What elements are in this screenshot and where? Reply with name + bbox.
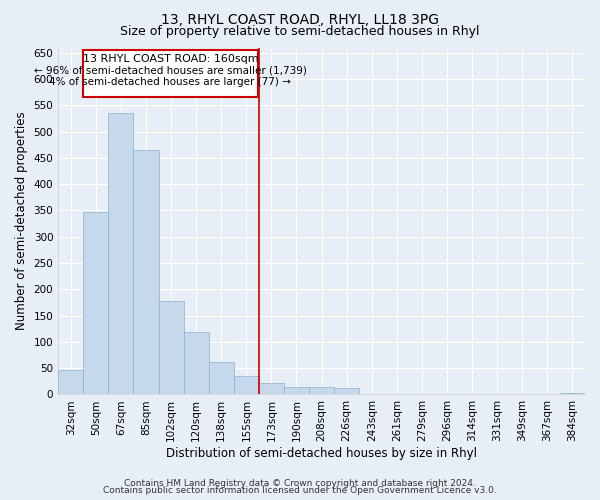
Bar: [158, 301, 184, 394]
Bar: [58, 370, 83, 394]
FancyBboxPatch shape: [83, 50, 257, 98]
Text: 13, RHYL COAST ROAD, RHYL, LL18 3PG: 13, RHYL COAST ROAD, RHYL, LL18 3PG: [161, 12, 439, 26]
Bar: [209, 362, 234, 394]
Y-axis label: Number of semi-detached properties: Number of semi-detached properties: [15, 112, 28, 330]
Bar: [133, 150, 158, 394]
Bar: [109, 113, 133, 394]
Text: 13 RHYL COAST ROAD: 160sqm: 13 RHYL COAST ROAD: 160sqm: [83, 54, 258, 64]
X-axis label: Distribution of semi-detached houses by size in Rhyl: Distribution of semi-detached houses by …: [166, 447, 477, 460]
Bar: [284, 386, 309, 394]
Bar: [259, 383, 284, 394]
Bar: [560, 393, 585, 394]
Bar: [309, 387, 334, 394]
Bar: [234, 376, 259, 394]
Text: 4% of semi-detached houses are larger (77) →: 4% of semi-detached houses are larger (7…: [49, 78, 292, 88]
Text: ← 96% of semi-detached houses are smaller (1,739): ← 96% of semi-detached houses are smalle…: [34, 66, 307, 76]
Text: Contains public sector information licensed under the Open Government Licence v3: Contains public sector information licen…: [103, 486, 497, 495]
Bar: [184, 332, 209, 394]
Text: Size of property relative to semi-detached houses in Rhyl: Size of property relative to semi-detach…: [120, 25, 480, 38]
Text: Contains HM Land Registry data © Crown copyright and database right 2024.: Contains HM Land Registry data © Crown c…: [124, 478, 476, 488]
Bar: [83, 212, 109, 394]
Bar: [334, 388, 359, 394]
